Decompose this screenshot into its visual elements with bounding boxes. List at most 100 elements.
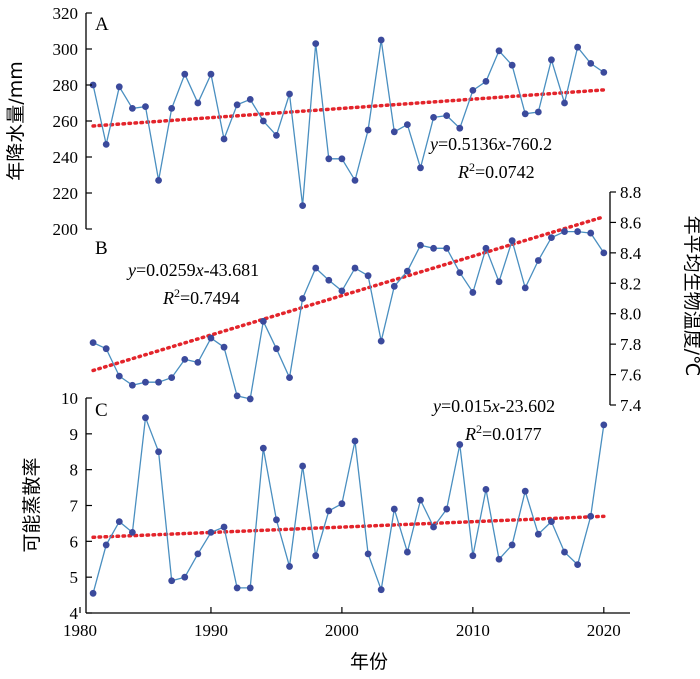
- panel-b-y-tick-label: 8.2: [620, 274, 641, 293]
- panel-b-point-1985: [142, 378, 149, 386]
- data-points: [89, 36, 608, 597]
- panel-a-r2-val: =0.0742: [475, 162, 535, 182]
- panel-b-eq-post: -43.681: [204, 260, 260, 280]
- panel-a-trend-line: [91, 88, 606, 128]
- panel-b-point-2000: [338, 287, 346, 295]
- panel-c-point-2000: [338, 500, 346, 508]
- panel-a-y-axis-title: 年降水量/mm: [5, 61, 27, 180]
- panel-b-y-tick-label: 7.6: [620, 366, 641, 385]
- panel-b-point-1992: [233, 392, 241, 400]
- axes: [79, 12, 630, 614]
- panel-c-point-1996: [286, 563, 293, 570]
- panel-b-point-1986: [155, 378, 162, 386]
- panel-a-point-2005: [403, 121, 411, 128]
- panel-a-point-2004: [390, 128, 398, 136]
- panel-b-point-1998: [312, 264, 320, 272]
- panel-a-point-1981: [89, 81, 97, 89]
- panel-c-series-line: [92, 417, 605, 594]
- panel-c-point-2002: [364, 550, 372, 558]
- panel-b-r2-exp: 2: [174, 286, 180, 300]
- panel-b-point-2002: [364, 272, 372, 280]
- panel-c-point-1997: [299, 462, 307, 470]
- panel-c-point-2008: [443, 505, 451, 513]
- panel-c-point-2010: [469, 552, 477, 560]
- panel-c-point-2011: [482, 485, 490, 493]
- panel-b-point-1993: [246, 395, 254, 403]
- panel-b-point-1997: [299, 295, 307, 302]
- panel-a-point-2014: [521, 110, 529, 118]
- panel-a-y-tick-label: 200: [53, 220, 79, 239]
- panel-b-point-2012: [495, 278, 503, 286]
- panel-b-point-1987: [168, 374, 176, 382]
- panel-b-point-2009: [456, 269, 464, 277]
- panel-a-point-2006: [417, 164, 424, 172]
- panel-a-point-1991: [220, 135, 228, 143]
- panel-c-r2-base: R: [464, 424, 476, 444]
- panel-c-eq-post: -23.602: [500, 396, 556, 416]
- panel-c-point-2005: [403, 548, 411, 556]
- panel-a-point-1983: [115, 83, 123, 91]
- panel-a-point-1995: [273, 132, 280, 139]
- panel-a-point-1998: [312, 40, 320, 47]
- panel-a-point-2012: [495, 47, 503, 55]
- panel-a-point-1993: [246, 96, 254, 103]
- panel-a-point-2015: [534, 108, 542, 116]
- panel-b-r2-base: R: [162, 288, 174, 308]
- panel-c-point-1988: [181, 573, 189, 581]
- panel-c-point-1999: [325, 507, 333, 515]
- panel-c-point-2004: [390, 505, 398, 513]
- panel-b-point-2015: [534, 257, 542, 264]
- panel-c-y-tick-label: 5: [70, 568, 79, 587]
- panel-c-r-squared: R2=0.0177: [464, 422, 542, 444]
- panel-c-point-1991: [220, 523, 228, 531]
- panel-b-equation: y=0.0259x-43.681: [126, 260, 259, 280]
- panel-a-eq-post: -760.2: [506, 134, 553, 154]
- panel-b-point-2017: [561, 228, 568, 235]
- panel-b-point-2004: [390, 282, 398, 290]
- panel-b-point-2019: [587, 229, 595, 237]
- chart-text: 1980 1990 2000 2010 2020 年份 200 220 240 260 280 300…: [5, 4, 700, 673]
- x-axis-title: 年份: [350, 651, 388, 673]
- panel-a-r2-base: R: [457, 162, 469, 182]
- panel-a-point-2020: [600, 69, 608, 76]
- panel-b-y-tick-label: 7.4: [620, 396, 642, 415]
- panel-a-eq-pre: =0.5136: [438, 134, 498, 154]
- panel-b-eq-pre: =0.0259: [136, 260, 196, 280]
- panel-c-point-2001: [351, 437, 359, 445]
- panel-c-point-1995: [273, 516, 280, 524]
- panel-b-point-2008: [443, 244, 451, 252]
- panel-c-point-1994: [259, 444, 267, 452]
- series-lines: [92, 39, 605, 594]
- panel-b-point-1988: [181, 355, 189, 363]
- panel-b-y-tick-label: 8.0: [620, 305, 641, 324]
- panel-a-y-tick-label: 240: [53, 148, 79, 167]
- panel-b-point-2001: [351, 264, 359, 272]
- panel-b-point-1984: [128, 381, 136, 389]
- panel-c-point-1987: [168, 577, 176, 585]
- panel-c-y-tick-label: 7: [70, 497, 79, 516]
- panel-a-point-1985: [142, 103, 149, 110]
- panel-a-point-1997: [299, 202, 307, 210]
- panel-c-point-1998: [312, 552, 320, 560]
- panel-c-point-2019: [587, 512, 595, 520]
- x-tick-label-1980: 1980: [63, 621, 97, 640]
- panel-b-point-2018: [574, 228, 582, 235]
- panel-a-point-2011: [482, 78, 490, 85]
- panel-b-trend-line: [91, 215, 606, 373]
- panel-b-eq-y: y: [126, 260, 136, 280]
- panel-b-series-line: [92, 230, 605, 400]
- panel-a-point-2017: [561, 99, 568, 107]
- panel-a-series-line: [92, 39, 605, 206]
- panel-a-point-1987: [168, 105, 176, 112]
- panel-b-point-2007: [430, 244, 437, 252]
- panel-a-point-2001: [351, 177, 359, 184]
- panel-a-point-2002: [364, 126, 372, 134]
- panel-a-point-2009: [456, 124, 464, 132]
- panel-c-y-tick-label: 10: [61, 389, 78, 408]
- panel-a-point-1999: [325, 155, 333, 163]
- panel-c-equation: y=0.015x-23.602: [431, 396, 555, 416]
- panel-c-point-2003: [377, 586, 385, 594]
- panel-b-point-1981: [89, 339, 97, 347]
- panel-a-point-1992: [233, 101, 241, 109]
